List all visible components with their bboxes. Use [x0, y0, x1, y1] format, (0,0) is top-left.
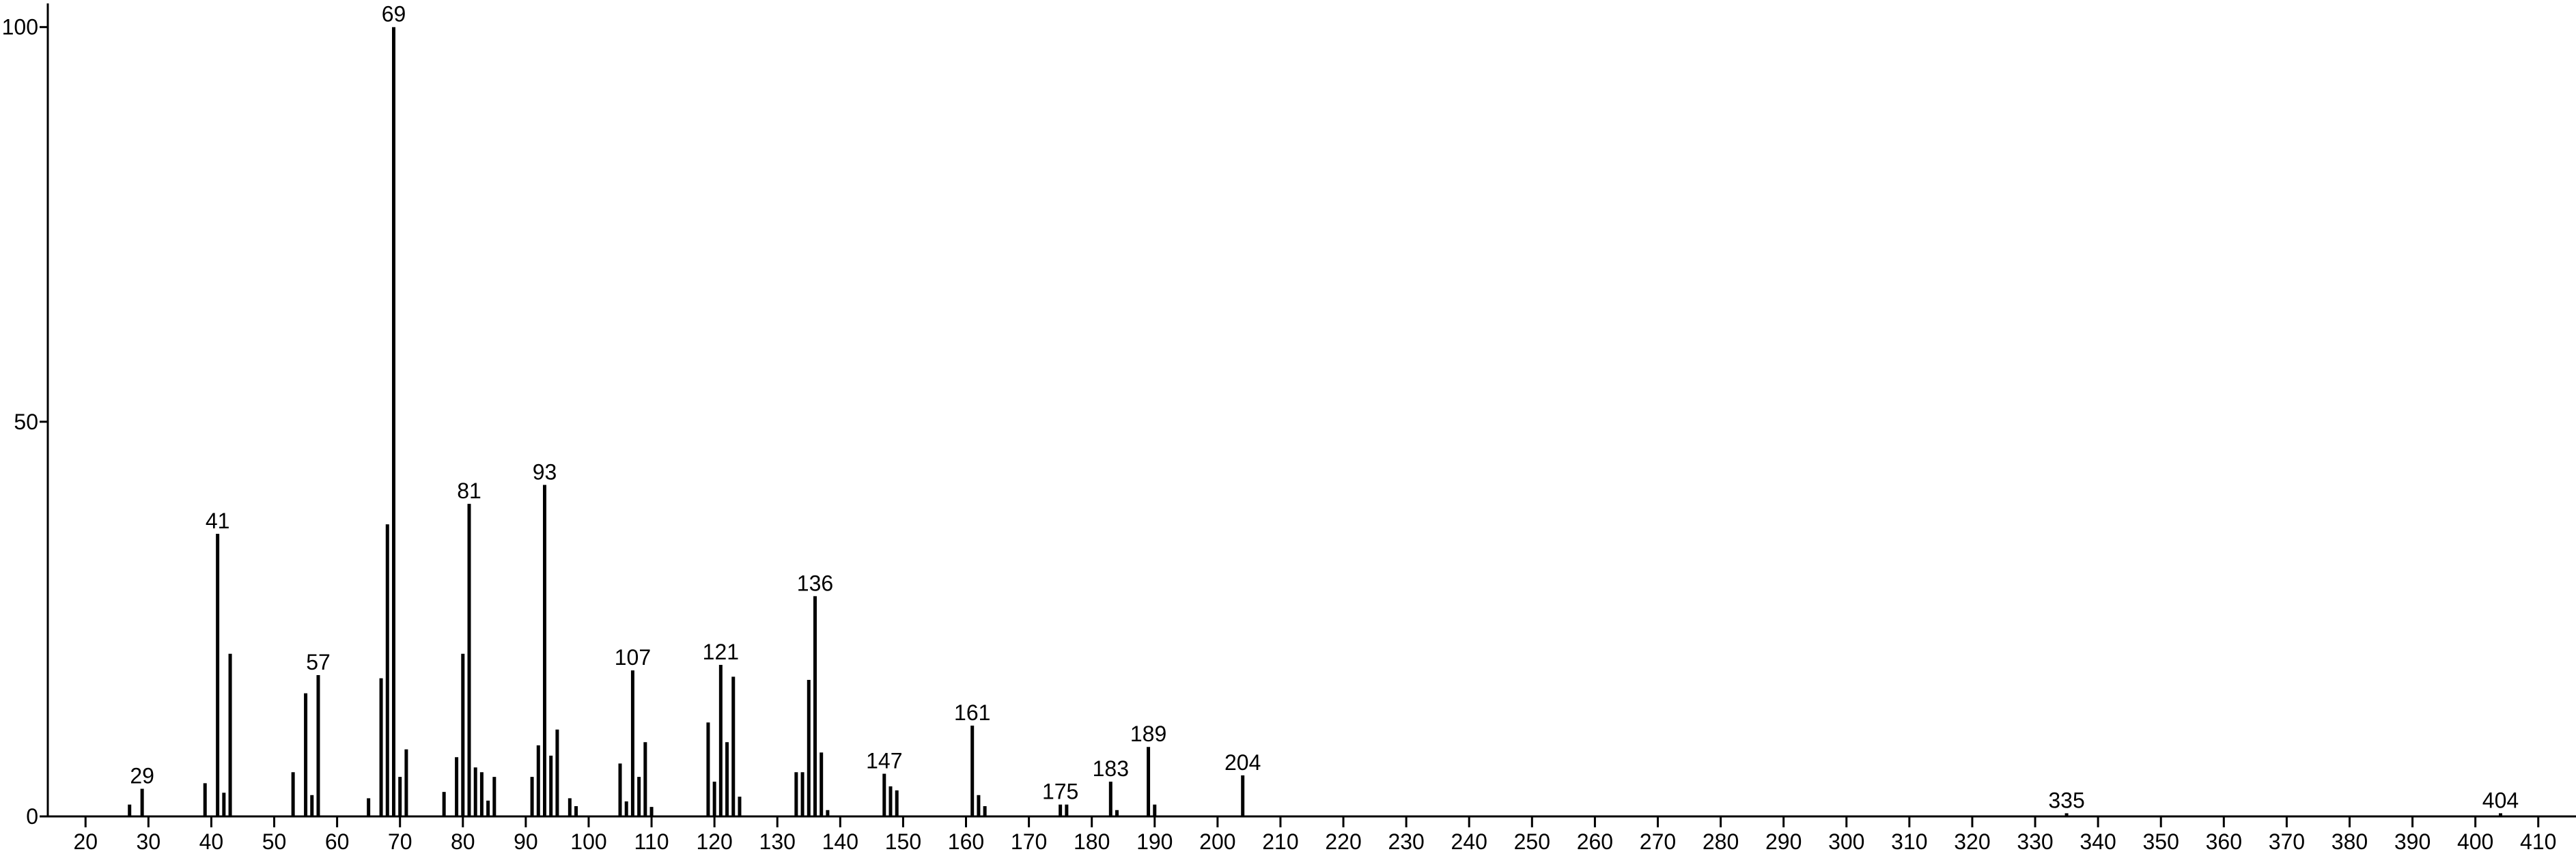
peak-label: 161	[954, 700, 990, 725]
x-tick-label: 290	[1765, 829, 1802, 854]
x-tick-label: 400	[2457, 829, 2493, 854]
x-tick-label: 110	[634, 829, 669, 854]
peak-label: 107	[615, 645, 651, 670]
x-tick-label: 410	[2520, 829, 2556, 854]
peak-label: 175	[1042, 780, 1078, 804]
x-tick-label: 350	[2143, 829, 2179, 854]
peak-label: 29	[130, 764, 154, 788]
x-tick-label: 50	[262, 829, 287, 854]
peak-label: 93	[533, 459, 557, 484]
x-tick-label: 360	[2206, 829, 2242, 854]
x-tick-label: 120	[696, 829, 732, 854]
peak-label: 57	[306, 650, 331, 674]
x-tick-label: 330	[2017, 829, 2053, 854]
y-tick-label: 100	[2, 15, 38, 40]
x-tick-label: 40	[199, 829, 224, 854]
x-tick-label: 260	[1577, 829, 1613, 854]
x-tick-label: 210	[1262, 829, 1298, 854]
peak-label: 404	[2482, 788, 2519, 812]
x-tick-label: 100	[570, 829, 606, 854]
x-tick-label: 310	[1891, 829, 1927, 854]
x-tick-label: 320	[1954, 829, 1990, 854]
peak-label: 136	[797, 571, 833, 595]
peak-label: 189	[1130, 722, 1166, 746]
x-tick-label: 200	[1199, 829, 1235, 854]
x-tick-label: 30	[137, 829, 161, 854]
x-tick-label: 80	[451, 829, 475, 854]
x-tick-label: 390	[2394, 829, 2431, 854]
x-tick-label: 270	[1640, 829, 1676, 854]
x-tick-label: 140	[822, 829, 858, 854]
x-tick-label: 240	[1451, 829, 1487, 854]
x-tick-label: 60	[325, 829, 350, 854]
peak-label: 204	[1224, 750, 1261, 775]
x-tick-label: 130	[759, 829, 796, 854]
peak-label: 147	[866, 749, 902, 773]
peak-label: 121	[703, 640, 739, 664]
peak-label: 81	[457, 479, 481, 503]
x-tick-label: 70	[388, 829, 412, 854]
x-tick-label: 230	[1388, 829, 1424, 854]
x-tick-label: 20	[73, 829, 98, 854]
x-tick-label: 280	[1703, 829, 1739, 854]
x-tick-label: 370	[2269, 829, 2305, 854]
x-tick-label: 150	[885, 829, 921, 854]
x-tick-label: 90	[514, 829, 538, 854]
x-tick-label: 180	[1074, 829, 1110, 854]
x-tick-label: 250	[1514, 829, 1550, 854]
peak-label: 41	[206, 509, 230, 533]
peak-label: 69	[382, 2, 406, 27]
x-tick-label: 170	[1011, 829, 1047, 854]
x-tick-label: 340	[2080, 829, 2116, 854]
x-tick-label: 300	[1828, 829, 1864, 854]
peak-label: 335	[2048, 788, 2084, 812]
x-tick-label: 220	[1325, 829, 1361, 854]
x-tick-label: 160	[948, 829, 984, 854]
peak-label: 183	[1093, 756, 1129, 781]
x-tick-label: 380	[2332, 829, 2368, 854]
x-tick-label: 190	[1136, 829, 1173, 854]
y-tick-label: 0	[26, 804, 38, 829]
y-tick-label: 50	[14, 410, 38, 434]
